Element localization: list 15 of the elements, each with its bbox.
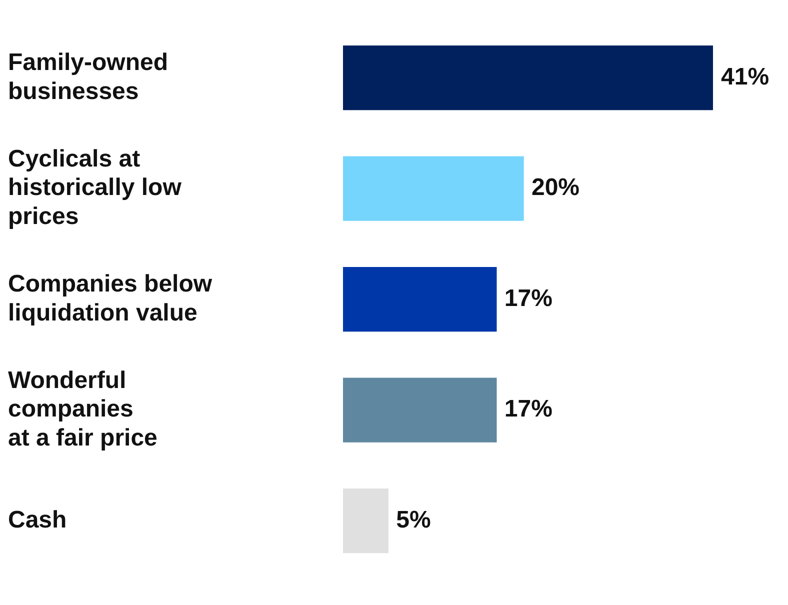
y-tick-label: Family-owned businesses	[8, 49, 168, 105]
y-tick-label: Companies below liquidation value	[8, 270, 212, 326]
bar	[343, 378, 497, 442]
y-tick-label: Wonderful companies at a fair price	[8, 366, 158, 452]
y-tick-label: Cyclicals at historically low prices	[8, 145, 182, 230]
data-label: 17%	[504, 284, 552, 312]
data-label: 17%	[504, 396, 552, 423]
bar	[343, 45, 713, 110]
data-label: 5%	[396, 506, 431, 534]
bar	[343, 266, 497, 332]
data-label: 20%	[531, 174, 580, 202]
bar	[343, 488, 388, 554]
data-label: 41%	[721, 63, 770, 90]
y-tick-label: Cash	[8, 506, 67, 534]
bar	[343, 156, 524, 221]
